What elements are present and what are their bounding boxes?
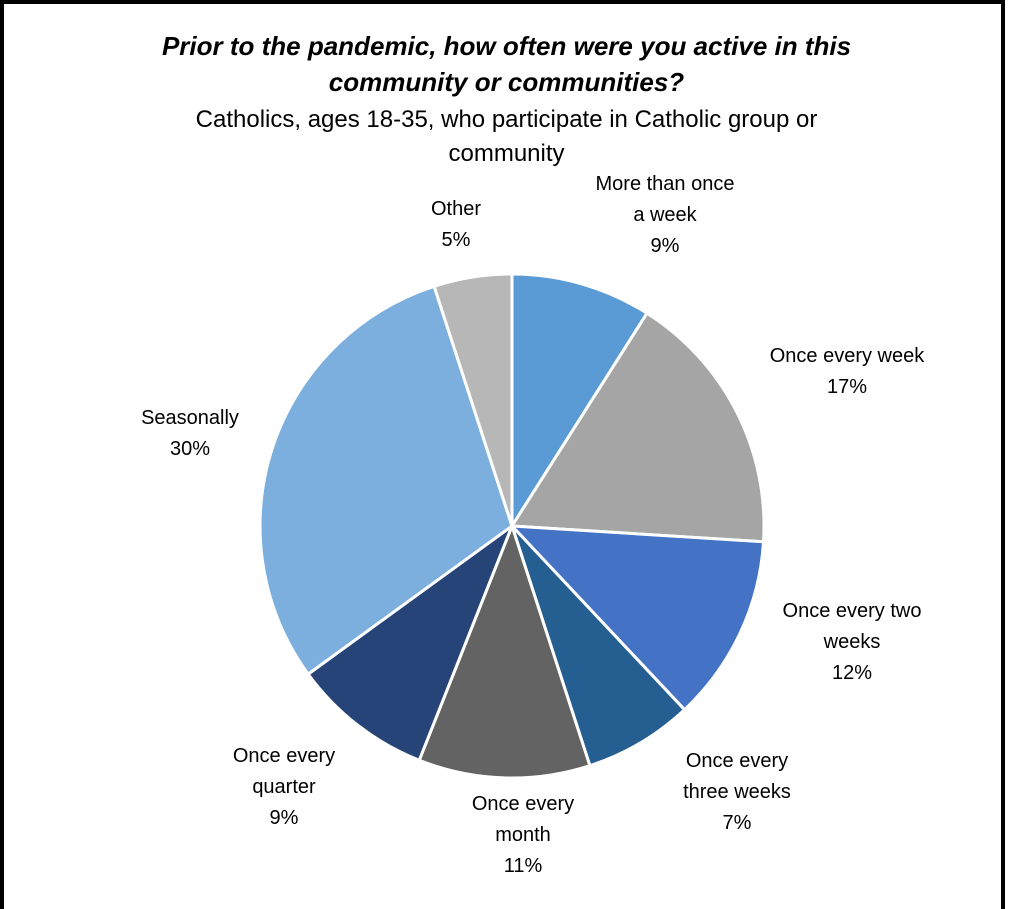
slice-value-label: 30% — [170, 438, 210, 460]
slice-category-label: Once every — [472, 793, 574, 815]
chart-title: Prior to the pandemic, how often were yo… — [0, 28, 1013, 100]
slice-label-7: Seasonally 30% — [141, 407, 239, 460]
slice-category-label: More than once — [596, 173, 735, 195]
slice-category-label: weeks — [823, 631, 881, 653]
slice-category-label: three weeks — [683, 781, 791, 803]
slice-category-label: Once every — [686, 750, 788, 772]
slice-label-1: More than once a week 9% — [596, 173, 735, 257]
pie-slice-8 — [432, 272, 514, 528]
pie-slice-5 — [417, 524, 592, 780]
slice-label-6: Once every quarter 9% — [233, 745, 335, 829]
slice-value-label: 9% — [270, 807, 299, 829]
chart-subtitle-line-2: community — [448, 140, 565, 167]
slice-label-3: Once every two weeks 12% — [783, 600, 922, 684]
slice-value-label: 12% — [832, 662, 872, 684]
slice-value-label: 17% — [827, 376, 867, 398]
chart-title-line-2: community or communities? — [328, 67, 685, 97]
slice-category-label: a week — [633, 204, 697, 226]
slice-category-label: month — [495, 824, 551, 846]
slice-category-label: Once every two — [783, 600, 922, 622]
chart-subtitle-line-1: Catholics, ages 18-35, who participate i… — [195, 106, 818, 133]
pie-slice-1 — [510, 272, 649, 528]
slice-value-label: 7% — [723, 812, 752, 834]
slice-category-label: Once every week — [770, 345, 926, 367]
slice-category-label: Other — [431, 198, 481, 220]
slice-value-label: 11% — [504, 855, 543, 877]
pie-slice-4 — [510, 524, 687, 768]
slice-value-label: 9% — [651, 235, 680, 257]
pie-slice-2 — [510, 311, 766, 544]
slice-label-8: Other 5% — [431, 198, 481, 251]
chart-title-line-1: Prior to the pandemic, how often were yo… — [161, 31, 852, 61]
slice-label-5: Once every month 11% — [472, 793, 574, 877]
slice-category-label: Once every — [233, 745, 335, 767]
pie-slice-7 — [258, 284, 514, 676]
pie-slice-3 — [510, 524, 765, 712]
slice-label-4: Once every three weeks 7% — [683, 750, 791, 834]
slice-label-2: Once every week 17% — [770, 345, 926, 398]
slice-value-label: 5% — [442, 229, 471, 251]
slice-category-label: Seasonally — [141, 407, 239, 429]
slice-category-label: quarter — [252, 776, 316, 798]
pie-slice-6 — [306, 524, 514, 762]
chart-subtitle: Catholics, ages 18-35, who participate i… — [0, 103, 1013, 171]
